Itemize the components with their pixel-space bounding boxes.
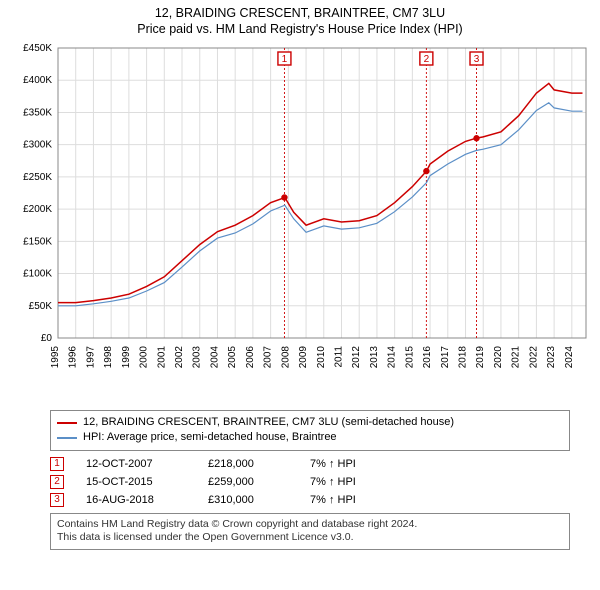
svg-text:2000: 2000 <box>139 346 150 369</box>
event-badge-icon: 3 <box>50 493 64 507</box>
svg-text:2012: 2012 <box>351 346 362 369</box>
svg-text:2007: 2007 <box>263 346 274 369</box>
svg-text:£200K: £200K <box>23 204 52 215</box>
svg-text:1997: 1997 <box>85 346 96 369</box>
event-date: 15-OCT-2015 <box>86 476 186 488</box>
svg-text:2013: 2013 <box>369 346 380 369</box>
svg-text:1995: 1995 <box>50 346 61 369</box>
svg-text:2018: 2018 <box>458 346 469 369</box>
svg-text:£450K: £450K <box>23 43 52 54</box>
svg-text:2: 2 <box>424 54 430 65</box>
event-price: £259,000 <box>208 476 288 488</box>
event-price: £218,000 <box>208 458 288 470</box>
event-date: 12-OCT-2007 <box>86 458 186 470</box>
footer-line: Contains HM Land Registry data © Crown c… <box>57 518 563 532</box>
svg-text:2006: 2006 <box>245 346 256 369</box>
event-note: 7% ↑ HPI <box>310 476 356 488</box>
event-note: 7% ↑ HPI <box>310 458 356 470</box>
event-date: 16-AUG-2018 <box>86 494 186 506</box>
svg-text:1: 1 <box>282 54 288 65</box>
svg-text:2011: 2011 <box>333 346 344 368</box>
svg-text:2020: 2020 <box>493 346 504 369</box>
svg-text:£400K: £400K <box>23 75 52 86</box>
footer-line: This data is licensed under the Open Gov… <box>57 531 563 545</box>
svg-text:2004: 2004 <box>209 346 220 369</box>
svg-text:£350K: £350K <box>23 107 52 118</box>
event-row: 3 16-AUG-2018 £310,000 7% ↑ HPI <box>50 493 570 507</box>
legend-label: HPI: Average price, semi-detached house,… <box>83 430 337 445</box>
svg-text:2015: 2015 <box>404 346 415 369</box>
svg-text:2022: 2022 <box>528 346 539 369</box>
svg-text:1998: 1998 <box>103 346 114 369</box>
svg-text:£300K: £300K <box>23 140 52 151</box>
svg-text:2021: 2021 <box>511 346 522 369</box>
legend-swatch-icon <box>57 422 77 424</box>
svg-text:2008: 2008 <box>280 346 291 369</box>
event-note: 7% ↑ HPI <box>310 494 356 506</box>
legend-label: 12, BRAIDING CRESCENT, BRAINTREE, CM7 3L… <box>83 415 454 430</box>
event-badge-icon: 2 <box>50 475 64 489</box>
svg-text:£250K: £250K <box>23 172 52 183</box>
events-table: 1 12-OCT-2007 £218,000 7% ↑ HPI 2 15-OCT-2015… <box>50 457 570 507</box>
event-row: 1 12-OCT-2007 £218,000 7% ↑ HPI <box>50 457 570 471</box>
legend: 12, BRAIDING CRESCENT, BRAINTREE, CM7 3L… <box>50 410 570 451</box>
chart-titles: 12, BRAIDING CRESCENT, BRAINTREE, CM7 3L… <box>10 6 590 36</box>
svg-text:2009: 2009 <box>298 346 309 369</box>
svg-text:£50K: £50K <box>29 301 53 312</box>
svg-text:2005: 2005 <box>227 346 238 369</box>
svg-text:2010: 2010 <box>316 346 327 369</box>
svg-text:£150K: £150K <box>23 236 52 247</box>
chart: £0 £50K £100K £150K £200K £250K £300K £350K £400… <box>10 42 590 402</box>
event-price: £310,000 <box>208 494 288 506</box>
svg-text:2016: 2016 <box>422 346 433 369</box>
svg-text:2017: 2017 <box>440 346 451 369</box>
legend-item: 12, BRAIDING CRESCENT, BRAINTREE, CM7 3L… <box>57 415 563 430</box>
svg-text:2001: 2001 <box>156 346 167 369</box>
legend-swatch-icon <box>57 437 77 439</box>
svg-text:£0: £0 <box>41 333 53 344</box>
svg-text:1996: 1996 <box>68 346 79 369</box>
svg-text:1999: 1999 <box>121 346 132 369</box>
event-badge-icon: 1 <box>50 457 64 471</box>
event-row: 2 15-OCT-2015 £259,000 7% ↑ HPI <box>50 475 570 489</box>
svg-text:2019: 2019 <box>475 346 486 369</box>
title-line-1: 12, BRAIDING CRESCENT, BRAINTREE, CM7 3L… <box>10 6 590 20</box>
footer-attribution: Contains HM Land Registry data © Crown c… <box>50 513 570 550</box>
svg-text:2003: 2003 <box>192 346 203 369</box>
svg-text:2014: 2014 <box>387 346 398 369</box>
svg-text:2024: 2024 <box>564 346 575 369</box>
svg-text:3: 3 <box>474 54 480 65</box>
svg-text:£100K: £100K <box>23 269 52 280</box>
legend-item: HPI: Average price, semi-detached house,… <box>57 430 563 445</box>
svg-text:2002: 2002 <box>174 346 185 369</box>
title-line-2: Price paid vs. HM Land Registry's House … <box>10 22 590 36</box>
svg-text:2023: 2023 <box>546 346 557 369</box>
